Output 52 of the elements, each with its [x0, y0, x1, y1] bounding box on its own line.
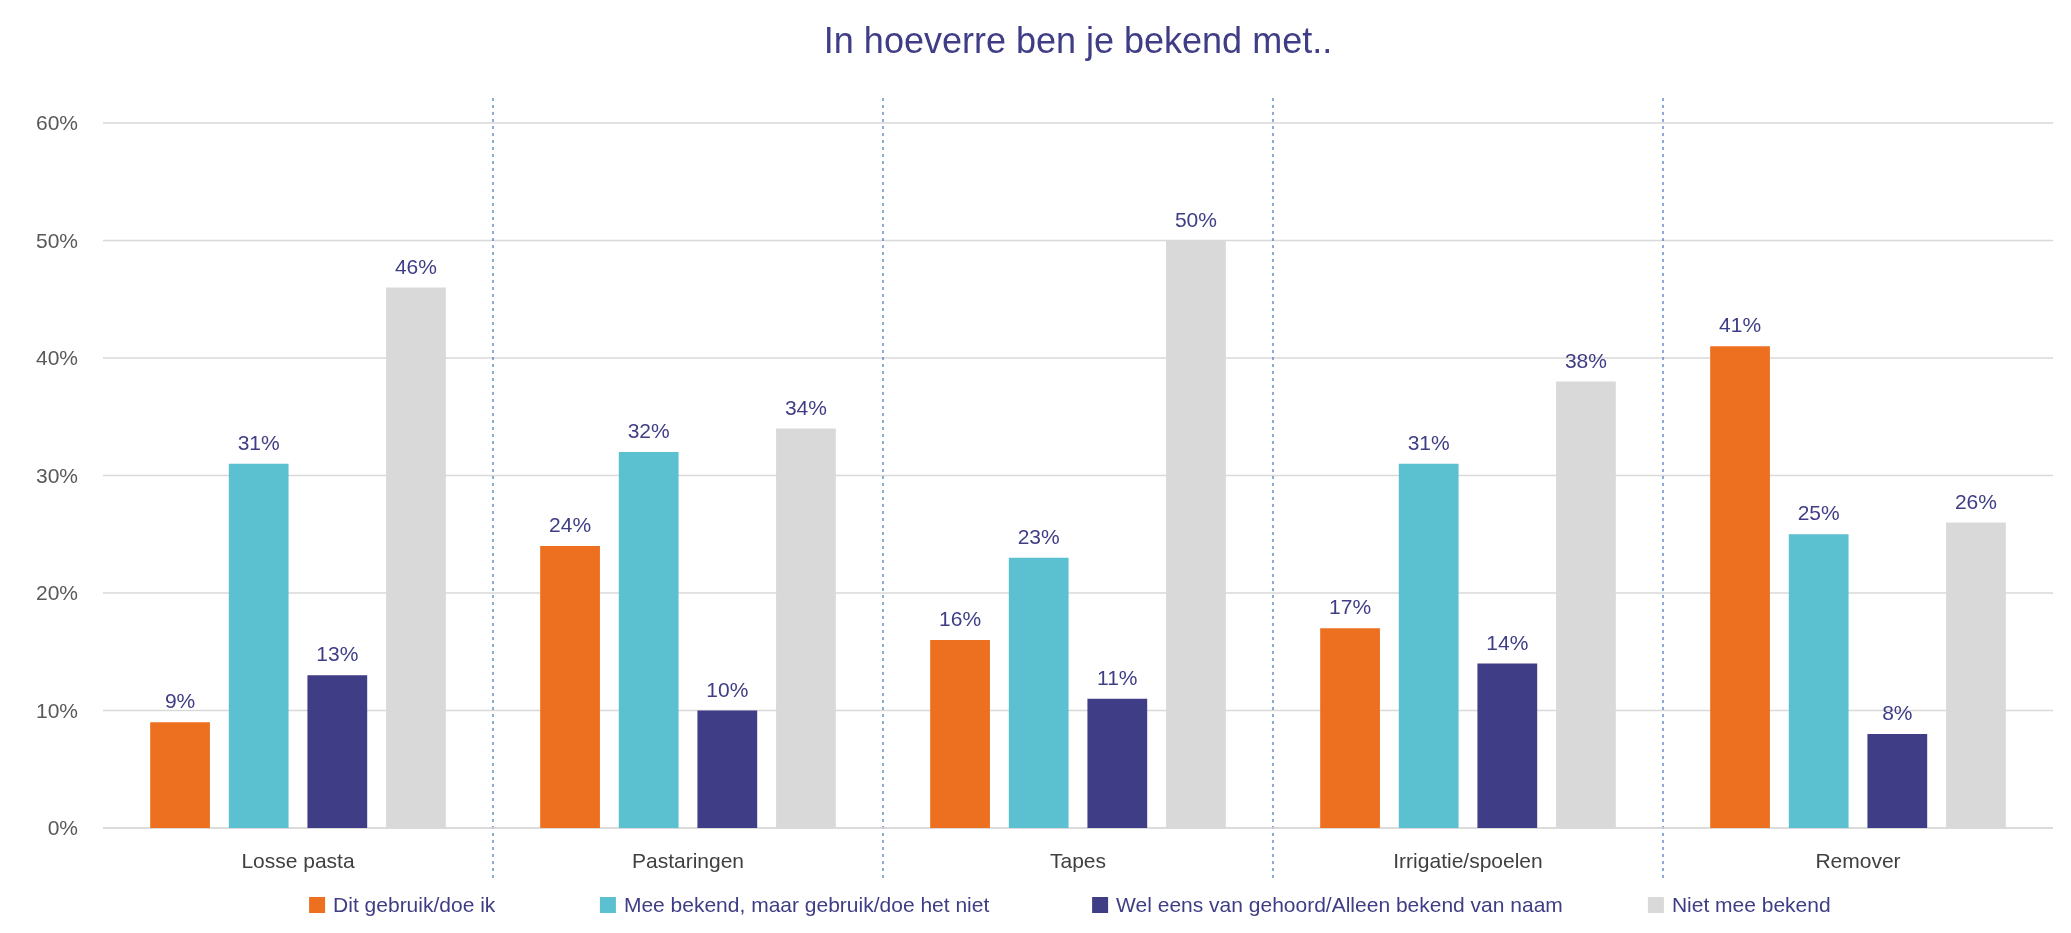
y-tick-label: 50% — [35, 228, 78, 252]
bar — [1398, 463, 1459, 828]
y-tick-label: 10% — [35, 698, 78, 722]
legend-label: Mee bekend, maar gebruik/doe het niet — [623, 893, 990, 916]
bar — [1788, 534, 1849, 828]
chart-title: In hoeverre ben je bekend met.. — [823, 20, 1333, 61]
bar — [1087, 698, 1148, 828]
x-tick-label: Irrigatie/spoelen — [1393, 849, 1543, 872]
data-label: 9% — [164, 689, 196, 713]
bar — [1710, 346, 1770, 828]
data-label: 13% — [316, 642, 359, 666]
data-label: 23% — [1017, 524, 1060, 548]
data-label: 14% — [1486, 630, 1529, 654]
bar — [228, 463, 289, 828]
bar — [307, 675, 368, 828]
data-label: 24% — [549, 513, 592, 536]
y-tick-label: 20% — [35, 581, 78, 605]
bar — [150, 722, 210, 828]
x-tick-label: Losse pasta — [241, 849, 355, 872]
bar — [697, 710, 758, 828]
x-tick-label: Remover — [1815, 849, 1901, 872]
data-label: 25% — [1797, 501, 1840, 525]
data-label: 34% — [784, 395, 827, 419]
data-label: 26% — [1954, 489, 1997, 513]
bar — [1867, 734, 1928, 828]
data-label: 41% — [1719, 313, 1762, 337]
y-tick-label: 30% — [35, 463, 78, 487]
bar — [930, 640, 990, 828]
bar — [1320, 628, 1380, 828]
bar — [540, 546, 600, 828]
data-label: 31% — [237, 430, 280, 454]
data-label: 10% — [706, 677, 749, 701]
x-tick-label: Pastaringen — [631, 849, 745, 872]
data-label: 31% — [1407, 430, 1450, 454]
data-label: 32% — [627, 419, 670, 442]
data-label: 50% — [1174, 207, 1217, 231]
data-label: 11% — [1097, 665, 1138, 689]
bar — [618, 452, 679, 828]
y-tick-label: 0% — [47, 816, 78, 840]
legend-label: Niet mee bekend — [1671, 893, 1831, 916]
legend-label: Dit gebruik/doe ik — [333, 893, 496, 916]
y-tick-label: 60% — [35, 111, 78, 135]
x-tick-label: Tapes — [1049, 849, 1107, 872]
data-label: 46% — [394, 254, 437, 278]
data-label: 8% — [1882, 701, 1913, 724]
y-tick-label: 40% — [35, 346, 78, 370]
data-label: 17% — [1329, 595, 1372, 619]
data-label: 38% — [1564, 348, 1607, 372]
legend-label: Wel eens van gehoord/Alleen bekend van naam — [1116, 893, 1563, 916]
data-label: 16% — [939, 607, 982, 630]
bar — [1008, 557, 1069, 828]
bar — [1477, 663, 1538, 828]
